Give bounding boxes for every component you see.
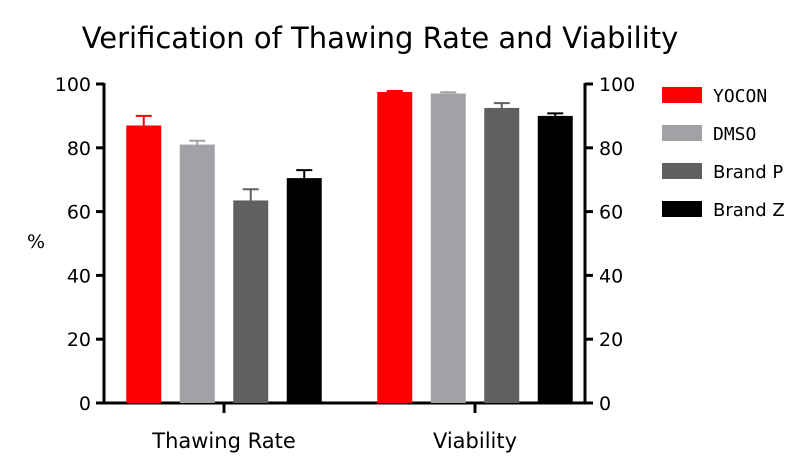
axes: 0 20 40 60 80 100 0 20 40 60 80 100 Thawing Rate Viab… xyxy=(55,74,636,453)
chart-title: Verification of Thawing Rate and Viabili… xyxy=(82,21,679,55)
legend-label: Brand P xyxy=(713,162,783,183)
left-tick-label: 100 xyxy=(55,74,91,96)
bars xyxy=(126,90,573,404)
left-tick-label: 80 xyxy=(67,138,91,160)
left-tick-label: 40 xyxy=(67,265,91,287)
right-tick-label: 60 xyxy=(599,202,623,224)
right-tick-label: 40 xyxy=(599,265,623,287)
bar xyxy=(233,200,269,403)
legend-swatch xyxy=(662,125,702,141)
bar xyxy=(179,144,215,404)
right-tick-label: 0 xyxy=(599,393,611,415)
right-tick-label: 20 xyxy=(599,329,623,351)
left-tick-label: 0 xyxy=(79,393,91,415)
legend-label: Brand Z xyxy=(713,200,785,221)
right-tick-label: 100 xyxy=(599,74,635,96)
x-category-label: Thawing Rate xyxy=(151,429,295,453)
bar xyxy=(126,125,162,403)
left-tick-label: 60 xyxy=(67,202,91,224)
right-tick-label: 80 xyxy=(599,138,623,160)
bar xyxy=(484,107,520,404)
bar xyxy=(537,115,573,404)
legend-swatch xyxy=(662,201,702,217)
legend-label: YOCON xyxy=(713,86,767,107)
left-tick-label: 20 xyxy=(67,329,91,351)
x-category-label: Viability xyxy=(433,429,517,453)
legend-swatch xyxy=(662,87,702,103)
legend: YOCON DMSO Brand P Brand Z xyxy=(662,86,785,221)
y-axis-label: % xyxy=(27,231,45,253)
bar xyxy=(377,91,413,403)
bar xyxy=(286,178,322,403)
legend-label: DMSO xyxy=(713,124,756,145)
legend-swatch xyxy=(662,163,702,179)
bar xyxy=(430,93,466,403)
